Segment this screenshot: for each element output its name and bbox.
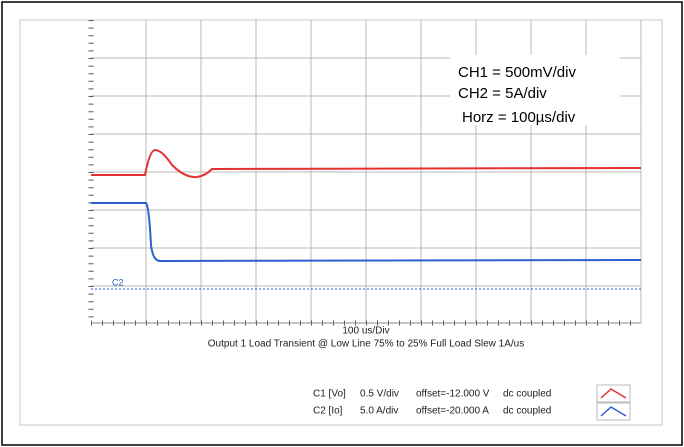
- legend-channel: C2 [Io]: [313, 406, 343, 417]
- legend-offset: offset=-20.000 A: [416, 406, 489, 417]
- annotation-line: Horz = 100µs/div: [462, 109, 576, 126]
- trace-c2: [91, 202, 642, 263]
- annotation-box: [450, 55, 620, 125]
- x-scale: 100 us/Div: [342, 326, 389, 337]
- annotation-line: CH1 = 500mV/div: [458, 64, 576, 81]
- c2-marker: C2: [112, 277, 124, 287]
- legend-scale: 5.0 A/div: [360, 406, 398, 417]
- legend-icon-trace: [600, 406, 627, 417]
- trace-c1: [91, 148, 642, 179]
- legend-coupling: dc coupled: [503, 406, 551, 417]
- legend-icon: [596, 402, 631, 421]
- legend-offset: offset=-12.000 V: [416, 389, 490, 400]
- legend-icon-trace: [600, 388, 627, 399]
- caption: Output 1 Load Transient @ Low Line 75% t…: [208, 339, 524, 350]
- legend: C1 [Vo] 0.5 V/div offset=-12.000 V dc co…: [313, 384, 631, 421]
- grid: [91, 20, 642, 323]
- legend-scale: 0.5 V/div: [360, 389, 399, 400]
- legend-channel: C1 [Vo]: [313, 389, 346, 400]
- legend-icon: [596, 384, 631, 403]
- legend-coupling: dc coupled: [503, 389, 551, 400]
- annotation-line: CH2 = 5A/div: [458, 85, 547, 102]
